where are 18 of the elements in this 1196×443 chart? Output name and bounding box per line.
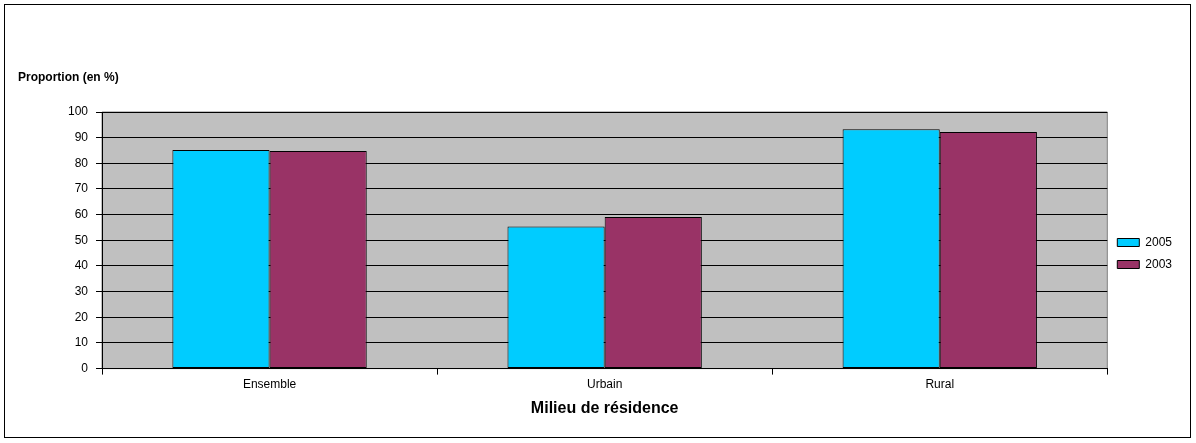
y-tick-label: 70 [74, 181, 89, 196]
legend-label: 2003 [1145, 256, 1173, 271]
y-tick-label: 30 [74, 283, 89, 298]
y-tick-label: 100 [67, 104, 89, 119]
y-tick-label: 0 [81, 360, 89, 375]
y-tick-label: 40 [74, 258, 89, 273]
x-axis-title: Milieu de résidence [530, 399, 679, 417]
x-tick-label: Urbain [586, 377, 623, 392]
y-tick-label: 60 [74, 206, 89, 221]
legend-label: 2005 [1145, 234, 1173, 249]
x-tick-label: Ensemble [242, 377, 297, 392]
y-tick-label: 80 [74, 155, 89, 170]
y-tick-label: 20 [74, 309, 89, 324]
y-tick-label: 90 [74, 129, 89, 144]
y-axis-title: Proportion (en %) [18, 70, 119, 85]
x-tick-label: Rural [925, 377, 955, 392]
y-tick-label: 10 [74, 335, 89, 350]
y-tick-label: 50 [74, 232, 89, 247]
